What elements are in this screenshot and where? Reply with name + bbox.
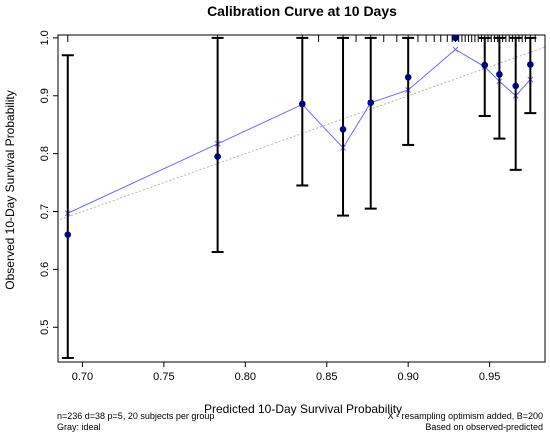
- y-tick-label: 0.9: [39, 88, 51, 103]
- observed-point: [496, 71, 503, 78]
- observed-point: [527, 61, 534, 68]
- observed-point: [404, 73, 412, 81]
- y-tick-label: 0.5: [39, 320, 51, 335]
- observed-point: [214, 153, 221, 160]
- observed-point: [512, 82, 519, 90]
- ideal-line: [58, 46, 545, 221]
- observed-point: [299, 100, 306, 108]
- note-sample-size: n=236 d=38 p=5, 20 subjects per group: [57, 411, 214, 421]
- x-tick-label: 0.95: [479, 371, 500, 383]
- note-resampling: X - resampling optimism added, B=200: [388, 411, 543, 421]
- y-tick-label: 0.6: [39, 262, 51, 277]
- corrected-x-marker: [452, 46, 459, 53]
- y-tick-label: 0.7: [39, 204, 51, 219]
- x-tick-label: 0.70: [72, 371, 93, 383]
- observed-point: [339, 126, 347, 133]
- y-tick-label: 0.8: [39, 146, 51, 161]
- calibration-line: [67, 48, 531, 214]
- x-tick-label: 0.90: [397, 371, 418, 383]
- y-tick-label: 1.0: [39, 30, 51, 45]
- note-basis: Based on observed-predicted: [425, 422, 543, 432]
- x-tick-label: 0.75: [153, 371, 174, 383]
- chart-title: Calibration Curve at 10 Days: [207, 3, 397, 19]
- x-tick-label: 0.80: [235, 371, 256, 383]
- x-tick-label: 0.85: [316, 371, 337, 383]
- observed-point: [367, 99, 375, 107]
- plot-frame: [57, 34, 546, 363]
- note-ideal-legend: Gray: ideal: [57, 422, 101, 432]
- y-axis-title: Observed 10-Day Survival Probability: [3, 90, 17, 289]
- observed-point: [481, 61, 489, 69]
- x-axis-title: Predicted 10-Day Survival Probability: [204, 402, 402, 416]
- observed-point: [64, 231, 72, 238]
- observed-point: [452, 34, 459, 42]
